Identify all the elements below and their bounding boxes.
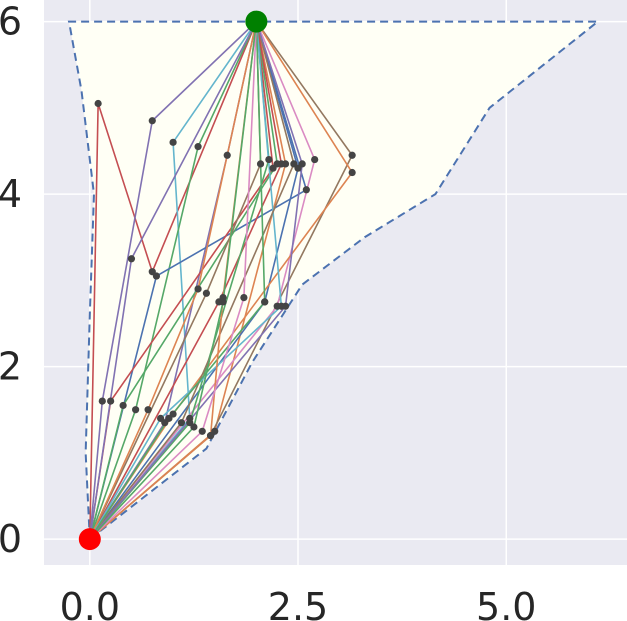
waypoint-path-14-1 xyxy=(203,290,210,297)
x-tick-label: 2.5 xyxy=(268,585,328,621)
waypoint-path-17-2 xyxy=(265,156,272,163)
waypoint-path-5-2 xyxy=(224,152,231,159)
waypoint-path-21-2 xyxy=(261,298,268,305)
y-tick-label: 2 xyxy=(0,345,22,389)
waypoint-path-21-1 xyxy=(165,415,172,422)
waypoint-path-2-2 xyxy=(149,117,156,124)
waypoint-path-19-1 xyxy=(157,415,164,422)
waypoint-path-20-1 xyxy=(178,419,185,426)
y-axis-ticks: 0 2 4 6 xyxy=(0,0,22,561)
waypoint-path-4-2 xyxy=(194,143,201,150)
waypoint-path-16-1 xyxy=(128,255,135,262)
y-tick-label: 0 xyxy=(0,517,22,561)
waypoint-path-13-2 xyxy=(349,169,356,176)
waypoint-path-9-2 xyxy=(311,156,318,163)
y-tick-label: 6 xyxy=(0,0,22,44)
waypoint-path-22-2 xyxy=(299,160,306,167)
waypoint-path-8-2 xyxy=(349,152,356,159)
waypoint-path-2-1 xyxy=(99,398,106,405)
goal-marker xyxy=(245,11,267,33)
waypoint-path-18-2 xyxy=(194,285,201,292)
waypoint-path-6-2 xyxy=(303,186,310,193)
waypoint-path-11-1 xyxy=(120,402,127,409)
waypoint-path-14-2 xyxy=(257,160,264,167)
waypoint-path-6-1 xyxy=(153,272,160,279)
waypoint-path-15-2 xyxy=(278,160,285,167)
waypoint-path-23-1 xyxy=(207,432,214,439)
start-marker xyxy=(79,528,101,550)
x-tick-label: 5.0 xyxy=(476,585,536,621)
waypoint-path-24-1 xyxy=(199,428,206,435)
waypoint-path-3-2 xyxy=(169,139,176,146)
waypoint-path-4-1 xyxy=(132,406,139,413)
waypoint-path-22-1 xyxy=(282,303,289,310)
waypoint-path-25-1 xyxy=(190,423,197,430)
waypoint-path-10-1 xyxy=(107,398,114,405)
x-tick-label: 0.0 xyxy=(60,585,120,621)
waypoint-path-24-2 xyxy=(240,294,247,301)
waypoint-path-18-1 xyxy=(145,406,152,413)
waypoint-path-1-1 xyxy=(95,100,102,107)
y-tick-label: 4 xyxy=(0,172,22,216)
x-axis-ticks: 0.0 2.5 5.0 xyxy=(60,585,537,621)
waypoint-path-20-2 xyxy=(290,160,297,167)
waypoint-path-25-2 xyxy=(219,298,226,305)
